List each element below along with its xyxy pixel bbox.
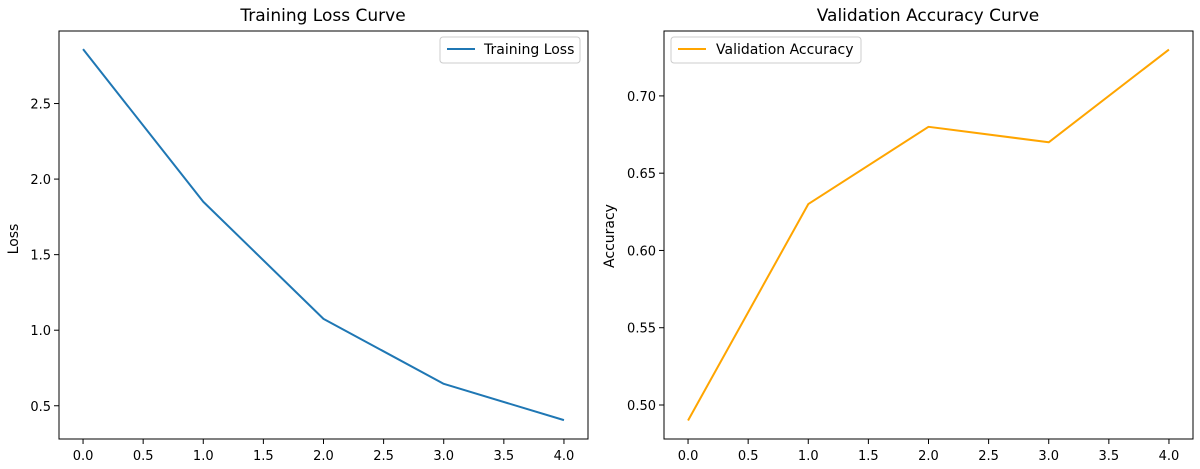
x-tick-label: 4.0 [1159, 449, 1180, 464]
x-tick-label: 2.5 [373, 449, 394, 464]
x-tick-label: 3.0 [433, 449, 454, 464]
y-tick-label: 2.0 [30, 173, 51, 188]
series-layer [687, 48, 1170, 421]
y-tick-label: 1.0 [30, 324, 51, 339]
y-tick-label: 0.5 [30, 400, 51, 415]
y-tick-label: 0.70 [627, 90, 656, 105]
series-line [687, 48, 1170, 421]
x-tick-label: 3.5 [493, 449, 514, 464]
chart-title: Training Loss Curve [239, 6, 405, 26]
series-layer [82, 48, 565, 422]
y-axis-title: Accuracy [602, 204, 618, 268]
legend: Training Loss [439, 36, 581, 64]
x-tick-label: 3.0 [1038, 449, 1059, 464]
y-tick-label: 0.60 [627, 244, 656, 259]
training-loss-panel: Training Loss Curve Loss 0.0 0.5 1.0 1.5 2.0… [6, 6, 589, 464]
y-tick-label: 0.65 [627, 167, 656, 182]
chart-title: Validation Accuracy Curve [817, 6, 1040, 26]
y-tick-label: 0.50 [627, 399, 656, 414]
y-tick-label: 2.5 [30, 98, 51, 113]
legend-box [670, 36, 862, 64]
y-axis-title: Loss [6, 224, 22, 255]
legend-label: Training Loss [483, 42, 574, 58]
x-tick-label: 1.5 [253, 449, 274, 464]
x-tick-label: 3.5 [1098, 449, 1119, 464]
x-tick-label: 1.0 [193, 449, 214, 464]
y-tick-label: 0.55 [627, 322, 656, 337]
legend-label: Validation Accuracy [716, 42, 854, 58]
x-tick-label: 2.0 [918, 449, 939, 464]
legend-box [439, 36, 581, 64]
legend: Validation Accuracy [670, 36, 862, 64]
tick-layer: 0.0 0.5 1.0 1.5 2.0 2.5 3.0 3.5 4.0 0.50 0.55 0.60 0… [627, 90, 1179, 464]
plot-frame [663, 30, 1194, 440]
series-line [82, 48, 565, 422]
x-tick-label: 4.0 [554, 449, 575, 464]
tick-layer: 0.0 0.5 1.0 1.5 2.0 2.5 3.0 3.5 4.0 0.5 1.0 1.5 2.0 2… [30, 98, 574, 464]
x-tick-label: 2.5 [978, 449, 999, 464]
x-tick-label: 0.0 [678, 449, 699, 464]
x-tick-label: 2.0 [313, 449, 334, 464]
plot-frame [58, 30, 589, 440]
x-tick-label: 0.5 [133, 449, 154, 464]
x-tick-label: 1.0 [798, 449, 819, 464]
x-tick-label: 1.5 [858, 449, 879, 464]
x-tick-label: 0.5 [738, 449, 759, 464]
validation-accuracy-panel: Validation Accuracy Curve Accuracy 0.0 0.… [602, 6, 1194, 464]
x-tick-label: 0.0 [73, 449, 94, 464]
y-tick-label: 1.5 [30, 249, 51, 264]
